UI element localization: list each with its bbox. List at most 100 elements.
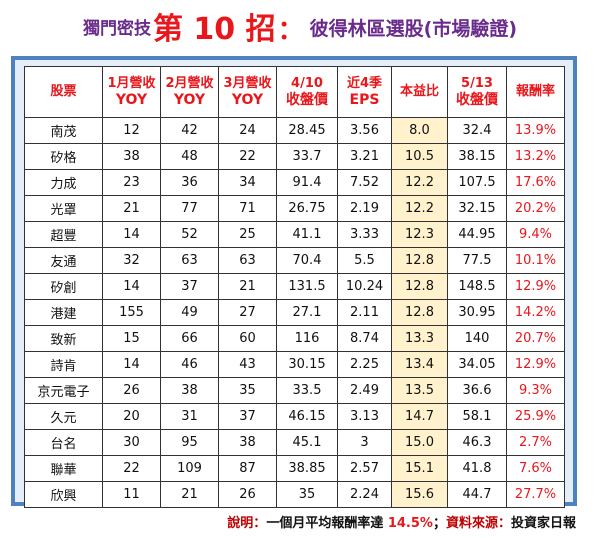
table-cell: 44.7 xyxy=(447,481,507,508)
table-row: 矽創 14 37 21 131.5 10.24 12.8 148.5 12.9% xyxy=(24,273,565,300)
table-cell: 44.95 xyxy=(447,221,507,248)
table-cell: 14 xyxy=(102,351,161,378)
table-cell: 26 xyxy=(218,481,277,508)
table-cell: 27 xyxy=(218,299,277,326)
table-cell: 52 xyxy=(160,221,219,248)
stock-name-cell: 南茂 xyxy=(24,117,103,144)
table-row: 台名 30 95 38 45.1 3 15.0 46.3 2.7% xyxy=(24,429,565,456)
column-header-line1: 5/13 xyxy=(461,76,493,91)
table-cell: 31 xyxy=(160,403,219,430)
table-cell: 77.5 xyxy=(447,247,507,274)
table-cell: 26 xyxy=(102,377,161,404)
table-cell: 21 xyxy=(102,195,161,222)
footer-highlight: 14.5% xyxy=(387,516,433,531)
table-cell: 63 xyxy=(218,247,277,274)
column-header-line1: 股票 xyxy=(50,84,77,99)
table-row: 致新 15 66 60 116 8.74 13.3 140 20.7% xyxy=(24,325,565,352)
column-header-line1: 報酬率 xyxy=(515,84,555,99)
table-cell: 35 xyxy=(218,377,277,404)
table-cell: 66 xyxy=(160,325,219,352)
table-cell: 155 xyxy=(102,299,161,326)
table-cell: 49 xyxy=(160,299,219,326)
table-row: 友通 32 63 63 70.4 5.5 12.8 77.5 10.1% xyxy=(24,247,565,274)
table-cell: 38 xyxy=(160,377,219,404)
table-row: 久元 20 31 37 46.15 3.13 14.7 58.1 25.9% xyxy=(24,403,565,430)
title-suffix: 彼得林區選股(市場驗證) xyxy=(309,18,518,40)
table-cell: 14.2% xyxy=(506,299,565,326)
table-cell: 38 xyxy=(218,429,277,456)
table-row: 光罩 21 77 71 26.75 2.19 12.2 32.15 20.2% xyxy=(24,195,565,222)
footer-source-label: 資料來源： xyxy=(445,516,511,531)
footer-separator: ； xyxy=(432,516,446,531)
title-colon: ： xyxy=(277,16,304,46)
table-cell: 32 xyxy=(102,247,161,274)
stock-name-cell: 久元 xyxy=(24,403,103,430)
table-cell: 38.85 xyxy=(276,455,338,482)
column-header: 近4季 EPS xyxy=(337,66,392,118)
table-cell: 3.21 xyxy=(337,143,392,170)
table-cell: 87 xyxy=(218,455,277,482)
stock-name-cell: 欣興 xyxy=(24,481,103,508)
table-cell: 34 xyxy=(218,169,277,196)
table-cell: 9.3% xyxy=(506,377,565,404)
stock-name-cell: 台名 xyxy=(24,429,103,456)
table-cell: 12.8 xyxy=(391,247,448,274)
table-cell: 12.8 xyxy=(391,299,448,326)
table-cell: 33.7 xyxy=(276,143,338,170)
table-cell: 21 xyxy=(160,481,219,508)
stock-name-cell: 京元電子 xyxy=(24,377,103,404)
footer-note: 說明：一個月平均報酬率達 14.5%；資料來源：投資家日報 xyxy=(227,512,576,534)
table-cell: 12.9% xyxy=(506,351,565,378)
table-cell: 25.9% xyxy=(506,403,565,430)
table-header-row: 股票 1月營收 YOY 2月營收 YOY 3月營收 YOY 4/10 收盤價 近4季 EPS 本益比 5… xyxy=(24,66,565,118)
table-cell: 77 xyxy=(160,195,219,222)
table-cell: 25 xyxy=(218,221,277,248)
stock-name-cell: 港建 xyxy=(24,299,103,326)
stock-name-cell: 聯華 xyxy=(24,455,103,482)
table-cell: 2.24 xyxy=(337,481,392,508)
table-cell: 116 xyxy=(276,325,338,352)
table-cell: 10.1% xyxy=(506,247,565,274)
table-cell: 45.1 xyxy=(276,429,338,456)
table-cell: 60 xyxy=(218,325,277,352)
stock-name-cell: 致新 xyxy=(24,325,103,352)
table-cell: 140 xyxy=(447,325,507,352)
table-cell: 71 xyxy=(218,195,277,222)
table-cell: 41.1 xyxy=(276,221,338,248)
column-header-line1: 3月營收 xyxy=(223,76,272,91)
table-cell: 14.7 xyxy=(391,403,448,430)
table-cell: 10.24 xyxy=(337,273,392,300)
column-header: 1月營收 YOY xyxy=(102,66,161,118)
table-cell: 12.2 xyxy=(391,169,448,196)
column-header-line2: YOY xyxy=(231,92,264,108)
table-cell: 34.05 xyxy=(447,351,507,378)
stock-name-cell: 力成 xyxy=(24,169,103,196)
table-cell: 15 xyxy=(102,325,161,352)
title-main: 第 10 招 xyxy=(152,12,276,47)
table-cell: 131.5 xyxy=(276,273,338,300)
table-cell: 15.1 xyxy=(391,455,448,482)
title-prefix: 獨門密技 xyxy=(82,19,151,39)
table-cell: 8.0 xyxy=(391,117,448,144)
table-body: 南茂 12 42 24 28.45 3.56 8.0 32.4 13.9% 矽格 38 48 22 33.… xyxy=(24,117,565,508)
column-header-line1: 2月營收 xyxy=(165,76,214,91)
table-cell: 7.52 xyxy=(337,169,392,196)
column-header-line2: 收盤價 xyxy=(456,92,498,108)
table-cell: 2.49 xyxy=(337,377,392,404)
table-cell: 2.57 xyxy=(337,455,392,482)
table-cell: 12.9% xyxy=(506,273,565,300)
table-cell: 148.5 xyxy=(447,273,507,300)
table-cell: 27.7% xyxy=(506,481,565,508)
table-cell: 2.11 xyxy=(337,299,392,326)
table-cell: 32.15 xyxy=(447,195,507,222)
column-header-line1: 近4季 xyxy=(346,76,383,91)
table-cell: 15.0 xyxy=(391,429,448,456)
footer-label: 說明： xyxy=(227,516,267,531)
table-cell: 30 xyxy=(102,429,161,456)
table-cell: 33.5 xyxy=(276,377,338,404)
table-cell: 12.8 xyxy=(391,273,448,300)
table-cell: 7.6% xyxy=(506,455,565,482)
table-cell: 20 xyxy=(102,403,161,430)
table-cell: 107.5 xyxy=(447,169,507,196)
table-cell: 9.4% xyxy=(506,221,565,248)
